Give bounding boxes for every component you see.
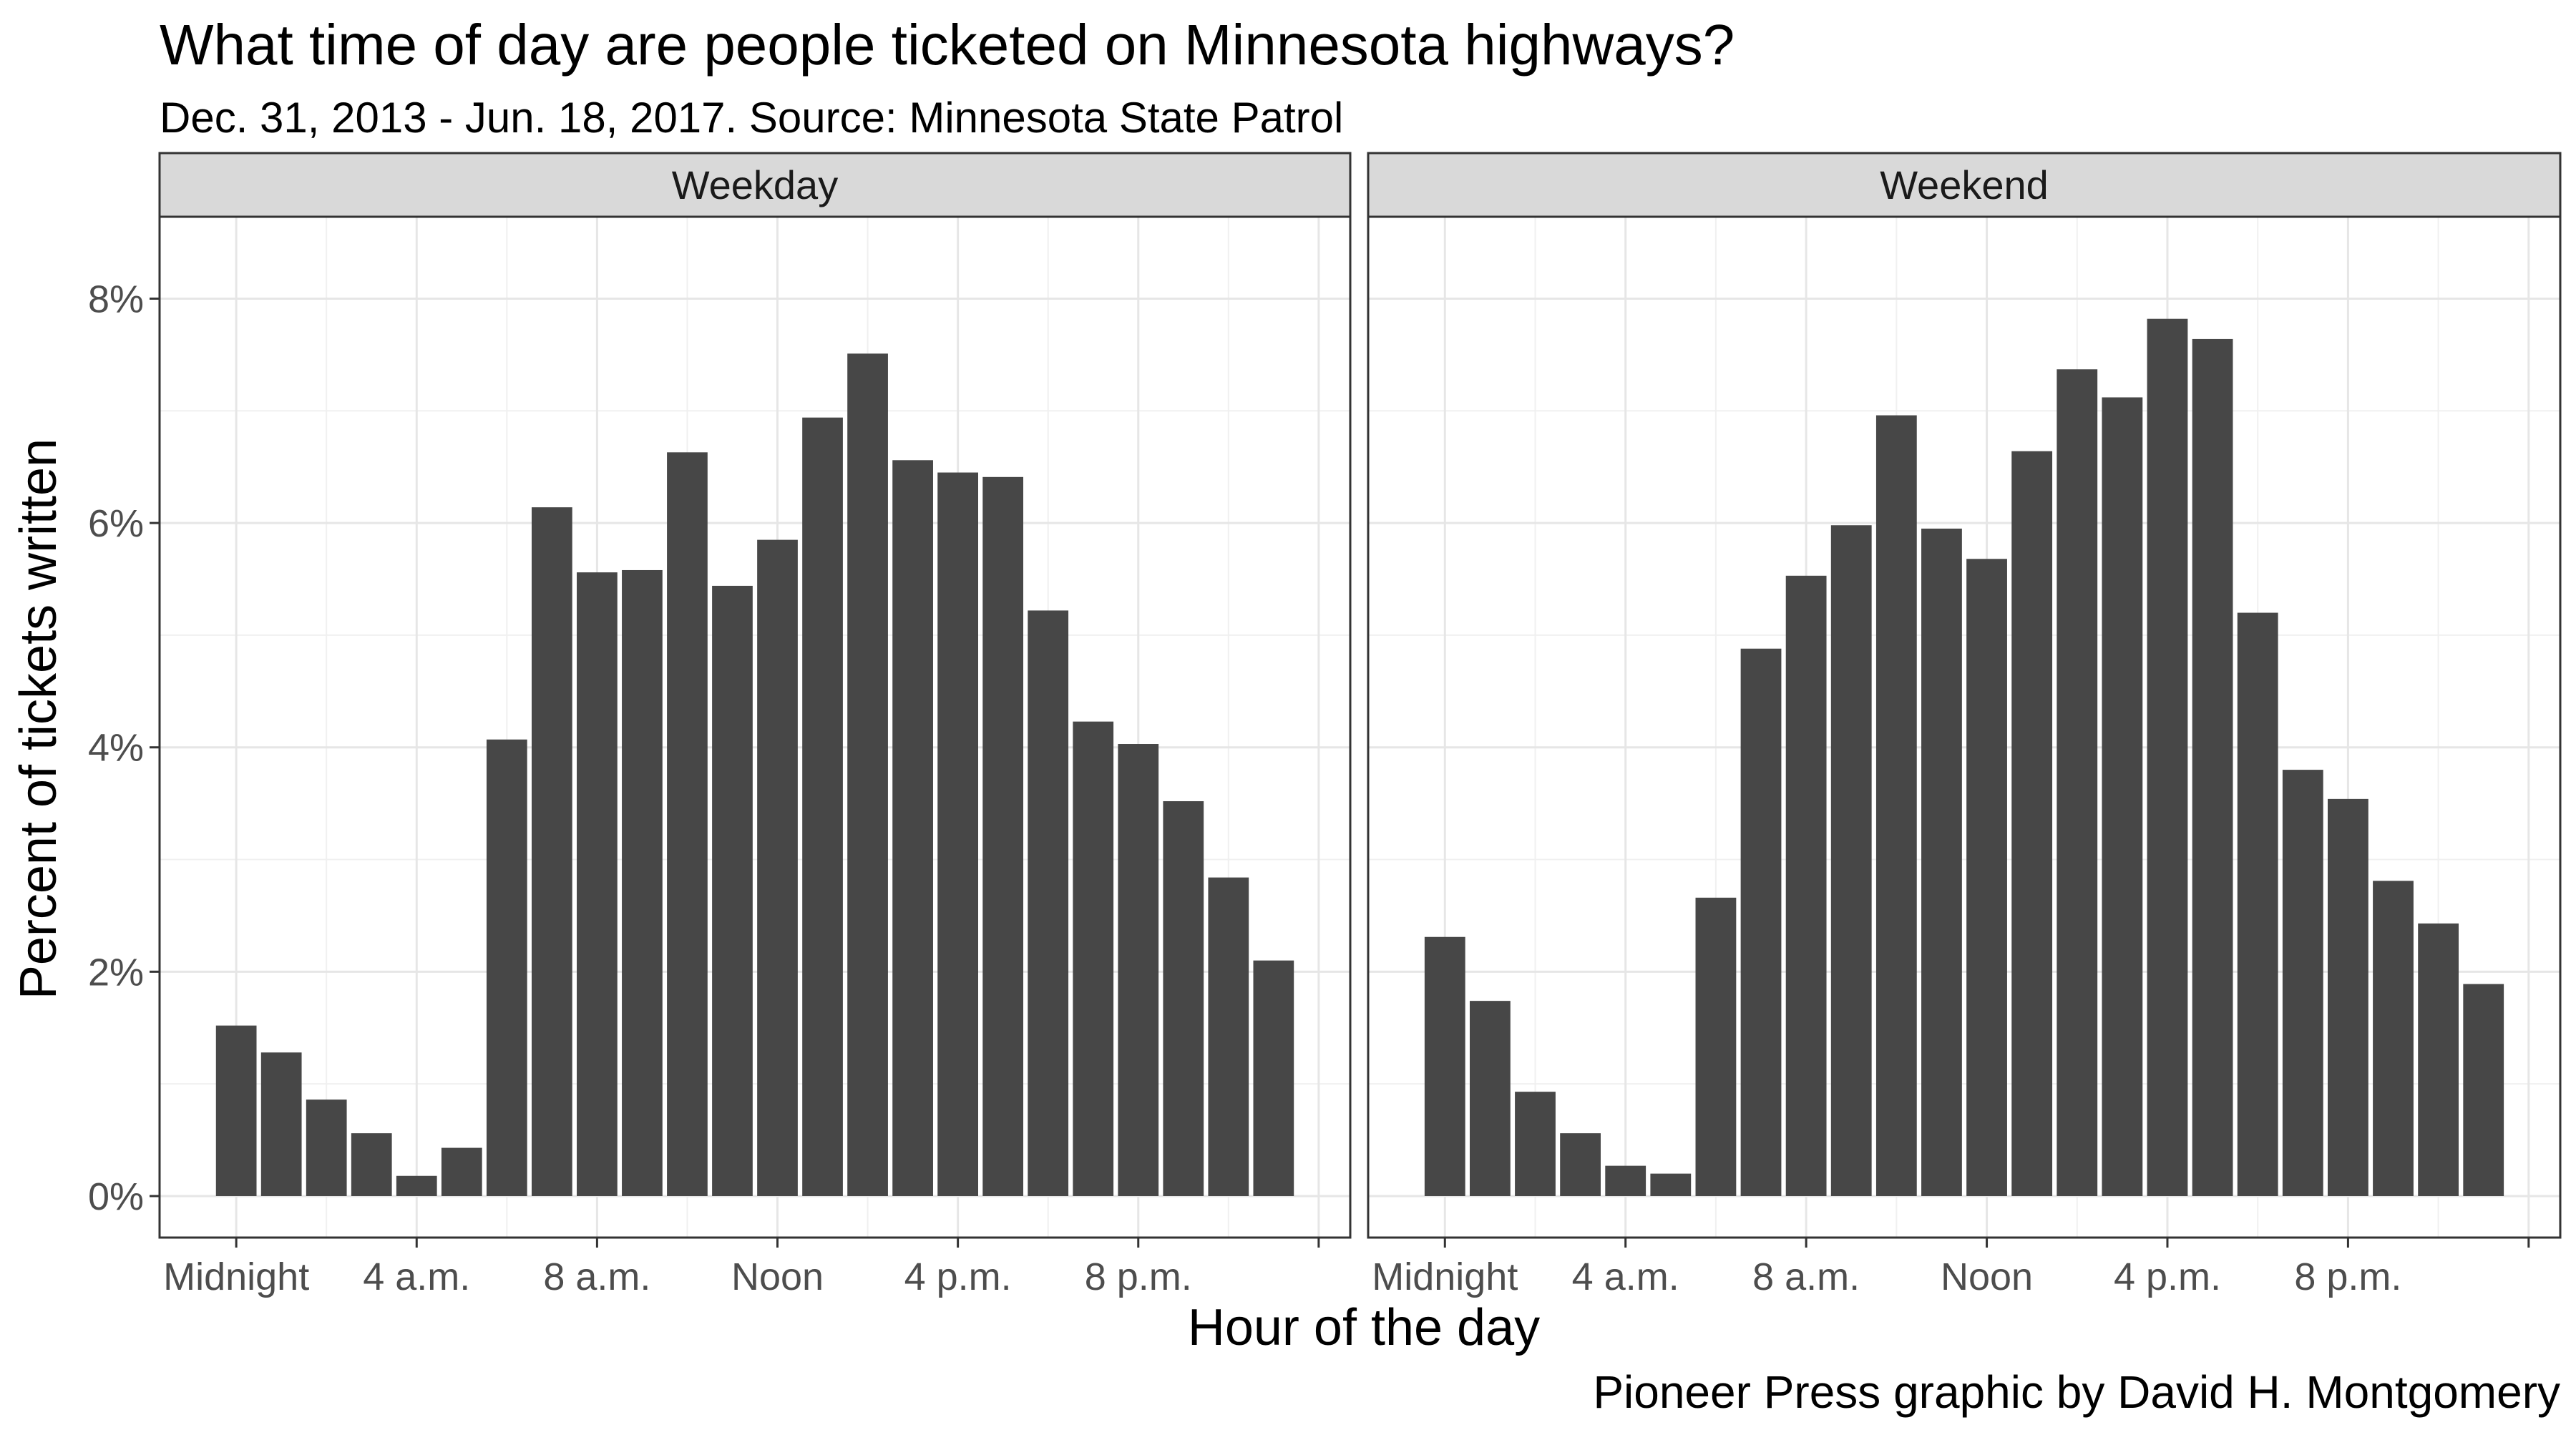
- panel-weekend: Weekend Midnight 4 a.m. 8 a.m. Noon 4 p.m. 8 p…: [1367, 152, 2562, 1298]
- y-tick-label: 0%: [88, 1175, 144, 1218]
- bar-weekend-hour-23: [2463, 984, 2504, 1196]
- bar-weekday-hour-8: [577, 572, 618, 1196]
- bar-weekday-hour-0: [215, 1025, 257, 1196]
- bar-weekday-hour-6: [486, 739, 527, 1196]
- x-tick-label: 4 p.m.: [904, 1255, 1012, 1298]
- chart-caption: Pioneer Press graphic by David H. Montgo…: [1593, 1366, 2560, 1418]
- bar-weekend-hour-17: [2192, 338, 2233, 1196]
- bar-weekday-hour-11: [712, 585, 753, 1196]
- bar-weekend-hour-1: [1469, 1001, 1511, 1196]
- bar-weekday-hour-21: [1163, 800, 1204, 1196]
- bar-weekday-hour-19: [1073, 721, 1114, 1196]
- bar-weekday-hour-9: [622, 569, 663, 1196]
- x-tick-label: 8 p.m.: [2294, 1255, 2401, 1298]
- strip-weekday: [158, 152, 1352, 218]
- bar-weekday-hour-14: [847, 353, 888, 1196]
- bar-weekend-hour-18: [2237, 612, 2278, 1196]
- strip-label-weekday: Weekday: [672, 162, 838, 207]
- x-tick-label: 4 a.m.: [1572, 1255, 1679, 1298]
- y-tick-label: 4%: [88, 727, 144, 770]
- bar-weekday-hour-17: [982, 476, 1024, 1196]
- x-tick-label: 8 p.m.: [1085, 1255, 1192, 1298]
- panels: Weekday Midnight 4 a.m. 8 a.m. Noon 4 p.m. 8 p…: [88, 152, 2562, 1298]
- bar-weekday-hour-22: [1208, 877, 1249, 1196]
- bar-weekend-hour-9: [1830, 525, 1872, 1196]
- x-tick-label: Midnight: [1372, 1255, 1518, 1298]
- bar-weekend-hour-21: [2373, 881, 2414, 1196]
- chart-title: What time of day are people ticketed on …: [160, 13, 1735, 77]
- bar-weekend-hour-2: [1515, 1092, 1556, 1196]
- x-axis-title: Hour of the day: [1188, 1299, 1540, 1356]
- x-tick-label: 4 a.m.: [363, 1255, 470, 1298]
- x-tick-label: Midnight: [163, 1255, 309, 1298]
- bar-weekend-hour-7: [1740, 648, 1782, 1196]
- panel-weekday: Weekday Midnight 4 a.m. 8 a.m. Noon 4 p.m. 8 p…: [88, 152, 1352, 1298]
- bar-weekday-hour-2: [306, 1100, 347, 1196]
- x-tick-label: Noon: [1941, 1255, 2033, 1298]
- y-tick-label: 2%: [88, 951, 144, 994]
- bar-weekend-hour-6: [1695, 897, 1737, 1196]
- bar-weekday-hour-10: [667, 452, 708, 1196]
- bar-weekend-hour-11: [1921, 528, 1962, 1196]
- bar-weekend-hour-22: [2418, 923, 2459, 1196]
- bar-weekend-hour-20: [2328, 798, 2368, 1196]
- bar-weekend-hour-3: [1560, 1133, 1601, 1196]
- bar-weekday-hour-16: [937, 472, 978, 1196]
- bar-weekday-hour-20: [1118, 744, 1159, 1196]
- bar-weekend-hour-8: [1785, 575, 1827, 1196]
- bar-weekday-hour-13: [802, 417, 843, 1196]
- bar-weekend-hour-14: [2057, 369, 2098, 1196]
- x-tick-label: 8 a.m.: [543, 1255, 650, 1298]
- bar-weekend-hour-16: [2147, 318, 2188, 1196]
- bar-weekday-hour-7: [532, 507, 572, 1196]
- y-tick-label: 6%: [88, 502, 144, 545]
- bar-weekend-hour-10: [1875, 415, 1917, 1196]
- bar-weekday-hour-5: [441, 1147, 482, 1196]
- chart-subtitle: Dec. 31, 2013 - Jun. 18, 2017. Source: M…: [160, 94, 1343, 142]
- x-tick-label: 4 p.m.: [2114, 1255, 2221, 1298]
- bar-weekend-hour-0: [1424, 936, 1465, 1196]
- bar-weekend-hour-13: [2011, 451, 2053, 1196]
- x-tick-label: 8 a.m.: [1752, 1255, 1860, 1298]
- y-axis-title: Percent of tickets written: [10, 439, 67, 999]
- panel-border-weekday: [158, 215, 1352, 1239]
- bar-weekday-hour-1: [260, 1052, 302, 1196]
- bar-weekday-hour-4: [396, 1175, 437, 1196]
- y-tick-label: 8%: [88, 278, 144, 320]
- strip-label-weekend: Weekend: [1880, 162, 2049, 207]
- bar-weekend-hour-19: [2282, 770, 2323, 1196]
- bar-weekend-hour-15: [2102, 397, 2143, 1196]
- bar-weekend-hour-4: [1605, 1165, 1646, 1196]
- bar-weekday-hour-23: [1253, 960, 1294, 1196]
- bar-weekend-hour-12: [1966, 559, 2007, 1196]
- x-tick-label: Noon: [731, 1255, 824, 1298]
- bar-weekday-hour-18: [1028, 610, 1069, 1196]
- bar-weekday-hour-3: [351, 1133, 392, 1196]
- bar-weekend-hour-5: [1650, 1173, 1692, 1196]
- panel-border-weekend: [1367, 215, 2562, 1239]
- bar-weekday-hour-12: [757, 539, 798, 1196]
- bar-weekday-hour-15: [892, 460, 933, 1196]
